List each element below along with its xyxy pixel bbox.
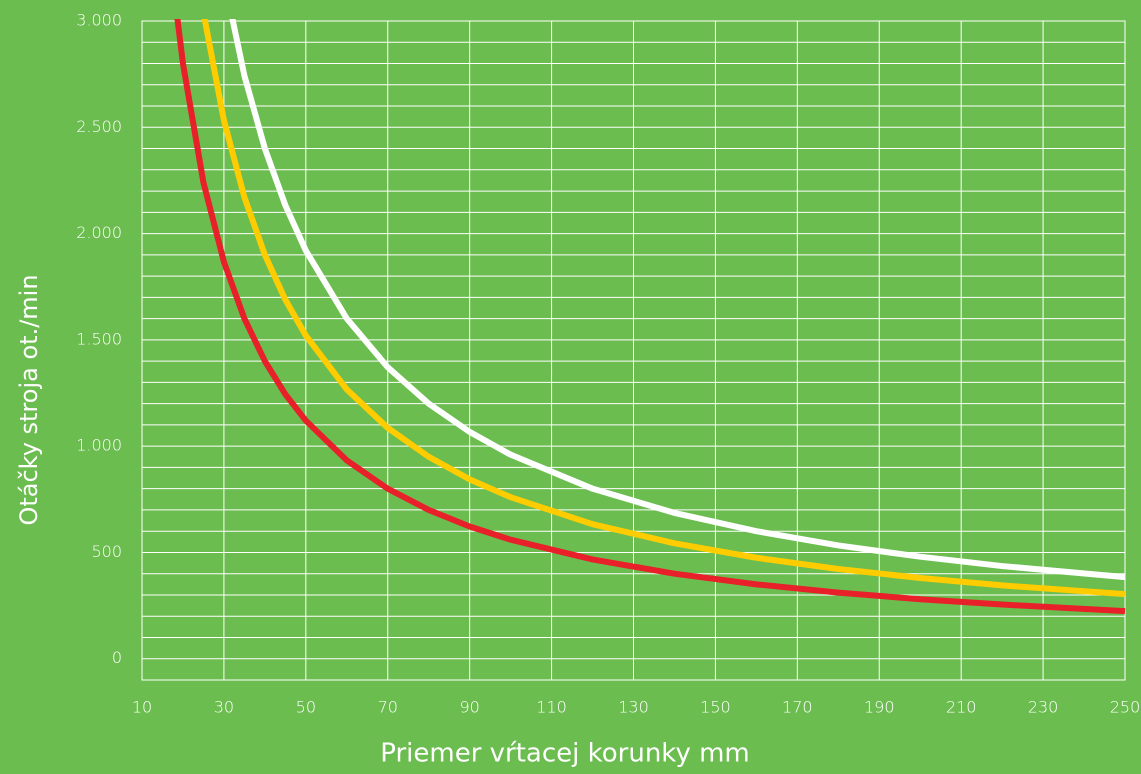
series-line bbox=[174, 19, 1126, 615]
x-tick-label: 10 bbox=[132, 698, 152, 717]
y-tick-label: 0 bbox=[112, 648, 122, 667]
x-tick-label: 70 bbox=[378, 698, 398, 717]
y-tick-label: 500 bbox=[91, 542, 122, 561]
y-tick-label: 3.000 bbox=[76, 11, 122, 30]
y-tick-label: 1.500 bbox=[76, 329, 122, 348]
x-tick-label: 250 bbox=[1110, 698, 1141, 717]
series-line bbox=[229, 19, 1126, 581]
x-axis-label: Priemer vŕtacej korunky mm bbox=[380, 739, 750, 769]
x-tick-label: 30 bbox=[214, 698, 234, 717]
y-tick-label: 2.500 bbox=[76, 117, 122, 136]
x-tick-label: 150 bbox=[700, 698, 731, 717]
series-line bbox=[201, 19, 1126, 598]
x-tick-label: 230 bbox=[1028, 698, 1059, 717]
y-axis-label: Otáčky stroja ot./min bbox=[15, 274, 43, 525]
x-tick-label: 170 bbox=[782, 698, 813, 717]
x-tick-label: 210 bbox=[946, 698, 977, 717]
x-tick-label: 90 bbox=[459, 698, 479, 717]
x-tick-label: 110 bbox=[536, 698, 567, 717]
x-tick-label: 130 bbox=[618, 698, 649, 717]
x-tick-label: 50 bbox=[296, 698, 316, 717]
y-tick-label: 2.000 bbox=[76, 223, 122, 242]
plot-area bbox=[174, 19, 1126, 615]
y-tick-label: 1.000 bbox=[76, 436, 122, 455]
x-tick-label: 190 bbox=[864, 698, 895, 717]
